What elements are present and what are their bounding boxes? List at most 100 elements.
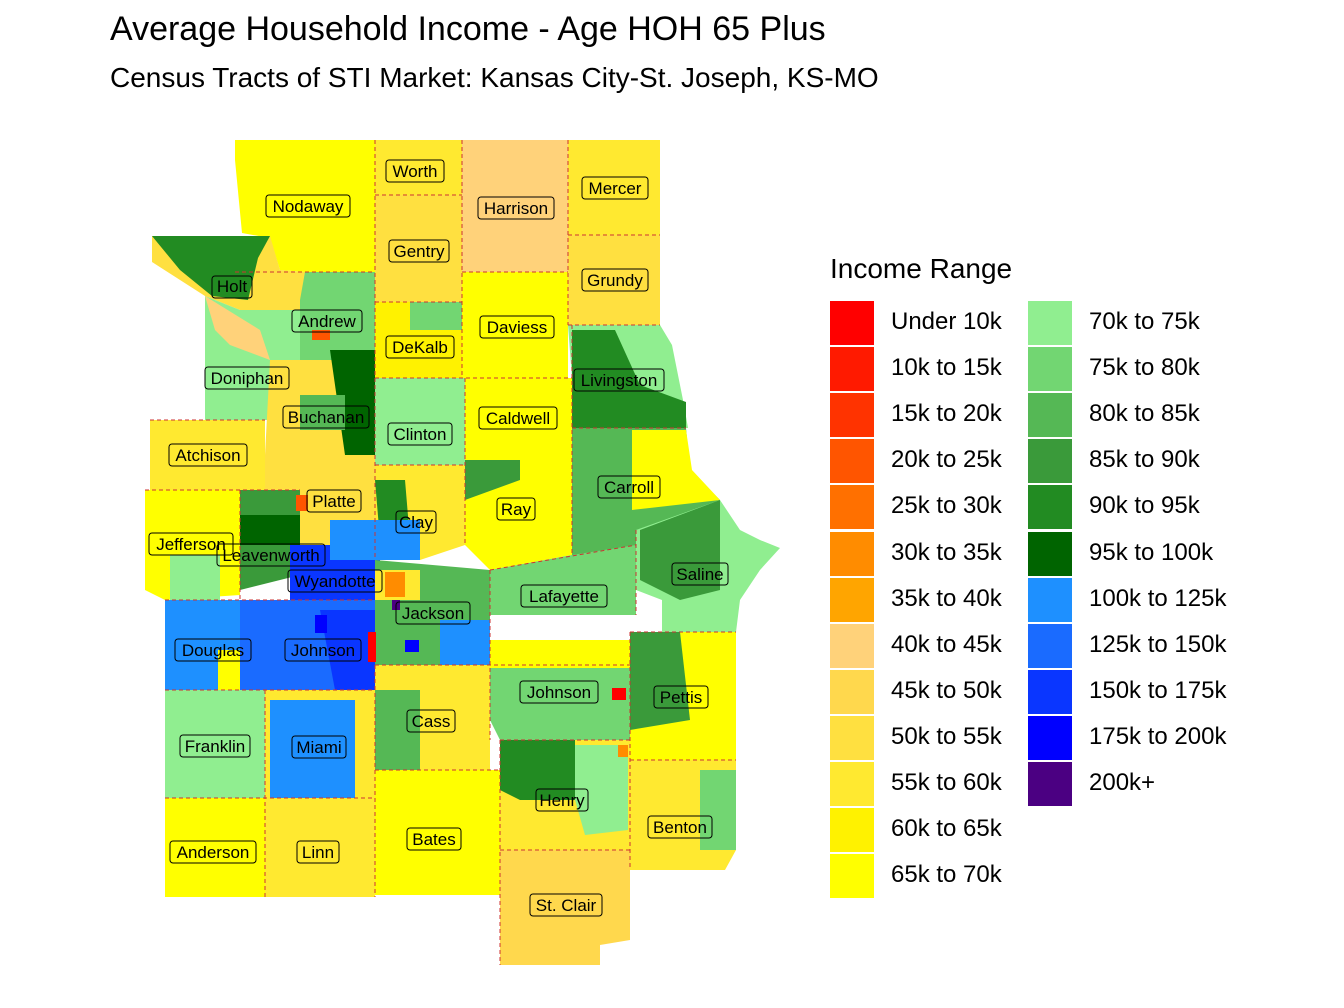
region-johnson-mo-yellow (490, 640, 630, 668)
county-label-gentry: Gentry (388, 239, 450, 263)
legend-swatch (1028, 439, 1072, 484)
svg-text:Pettis: Pettis (660, 688, 703, 707)
legend-label: 200k+ (1089, 769, 1156, 796)
region-urban-blue-1 (315, 615, 327, 633)
legend-label: 90k to 95k (1089, 492, 1200, 520)
region-jackson-blue (440, 620, 490, 665)
svg-text:Franklin: Franklin (185, 737, 245, 756)
legend-swatch (1028, 762, 1072, 806)
legend-swatch (1028, 301, 1072, 345)
legend-swatch (830, 762, 874, 806)
region-douglas-yellow (218, 650, 240, 690)
svg-text:Leavenworth: Leavenworth (222, 546, 319, 565)
svg-text:Miami: Miami (296, 738, 341, 757)
region-livingston-dark (572, 330, 686, 428)
legend-label: 175k to 200k (1089, 722, 1227, 750)
county-label-cass: Cass (406, 709, 456, 733)
county-label-bates: Bates (406, 827, 462, 851)
county-label-buchanan: Buchanan (282, 405, 370, 429)
region-grundy (568, 235, 660, 325)
map-title: Average Household Income - Age HOH 65 Pl… (110, 10, 826, 48)
legend-swatch (1028, 623, 1072, 668)
svg-text:Buchanan: Buchanan (288, 408, 365, 427)
county-label-caldwell: Caldwell (478, 406, 558, 430)
county-label-platte: Platte (306, 489, 362, 513)
region-henry-light (575, 745, 628, 835)
county-label-nodaway: Nodaway (265, 194, 351, 218)
county-label-benton: Benton (647, 815, 713, 839)
legend-swatch (1028, 393, 1072, 438)
legend-swatch (830, 623, 874, 668)
county-label-saline: Saline (671, 562, 729, 586)
legend-title: Income Range (830, 253, 1013, 284)
region-holt-green (152, 236, 270, 300)
svg-text:Caldwell: Caldwell (486, 409, 550, 428)
svg-text:Anderson: Anderson (177, 843, 250, 862)
region-clinton (375, 378, 465, 465)
county-label-mercer: Mercer (581, 176, 649, 200)
region-pettis-green (630, 632, 690, 730)
svg-text:Johnson: Johnson (527, 683, 591, 702)
region-doniphan-tan (205, 296, 270, 360)
legend-label: 25k to 30k (891, 492, 1002, 520)
county-label-andrew: Andrew (291, 309, 363, 333)
legend-swatch (1028, 715, 1072, 760)
county-label-daviess: Daviess (479, 315, 555, 339)
region-urban-orange-4 (618, 745, 628, 757)
county-labels: Worth Nodaway Harrison Mercer Gentry Gru… (148, 159, 729, 917)
county-label-henry: Henry (535, 788, 589, 812)
region-atchison (150, 420, 265, 490)
legend-swatch (830, 715, 874, 760)
legend-label: 45k to 50k (891, 676, 1002, 704)
svg-text:Mercer: Mercer (589, 179, 642, 198)
legend-swatch (1028, 531, 1072, 576)
region-caldwell (465, 378, 572, 458)
svg-text:Douglas: Douglas (182, 641, 244, 660)
county-label-jackson: Jackson (395, 601, 471, 625)
county-label-harrison: Harrison (477, 196, 555, 220)
svg-text:Johnson: Johnson (291, 641, 355, 660)
county-label-st-clair: St. Clair (529, 893, 603, 917)
county-label-livingston: Livingston (573, 368, 665, 392)
county-label-atchison: Atchison (168, 443, 248, 467)
county-label-clinton: Clinton (387, 422, 453, 446)
map-subtitle: Census Tracts of STI Market: Kansas City… (110, 62, 879, 93)
region-urban-orange-3 (312, 330, 330, 340)
county-label-johnson-ks: Johnson (284, 638, 362, 662)
county-label-anderson: Anderson (169, 840, 257, 864)
svg-text:Henry: Henry (539, 791, 585, 810)
legend-label: 65k to 70k (891, 861, 1002, 889)
legend-label: 100k to 125k (1089, 584, 1227, 612)
svg-text:Saline: Saline (676, 565, 723, 584)
legend-swatch (830, 531, 874, 576)
county-label-franklin: Franklin (179, 734, 251, 758)
region-dekalb-green (410, 302, 462, 330)
region-daviess (462, 272, 568, 378)
legend-label: 20k to 25k (891, 446, 1002, 474)
legend-swatch (830, 393, 874, 438)
svg-text:Daviess: Daviess (487, 318, 547, 337)
county-label-doniphan: Doniphan (204, 366, 290, 390)
region-urban-red-2 (612, 688, 626, 700)
region-st-clair (500, 850, 630, 965)
legend-label: 60k to 65k (891, 815, 1002, 843)
region-harrison (462, 140, 568, 272)
legend-swatch (830, 439, 874, 484)
svg-text:Linn: Linn (302, 843, 334, 862)
svg-text:Bates: Bates (412, 830, 455, 849)
region-bates (375, 770, 500, 895)
legend-label: 95k to 100k (1089, 538, 1214, 566)
svg-text:Andrew: Andrew (298, 312, 356, 331)
svg-text:Gentry: Gentry (393, 242, 445, 261)
county-label-wyandotte: Wyandotte (287, 569, 383, 593)
legend-swatch (1028, 669, 1072, 714)
region-lafayette (490, 545, 636, 615)
svg-text:Cass: Cass (412, 712, 451, 731)
svg-text:Holt: Holt (217, 277, 248, 296)
svg-text:Carroll: Carroll (604, 478, 654, 497)
legend-label: 85k to 90k (1089, 446, 1200, 474)
svg-text:Harrison: Harrison (484, 199, 548, 218)
legend-swatch (830, 577, 874, 622)
svg-text:Ray: Ray (501, 500, 532, 519)
svg-text:Platte: Platte (312, 492, 355, 511)
